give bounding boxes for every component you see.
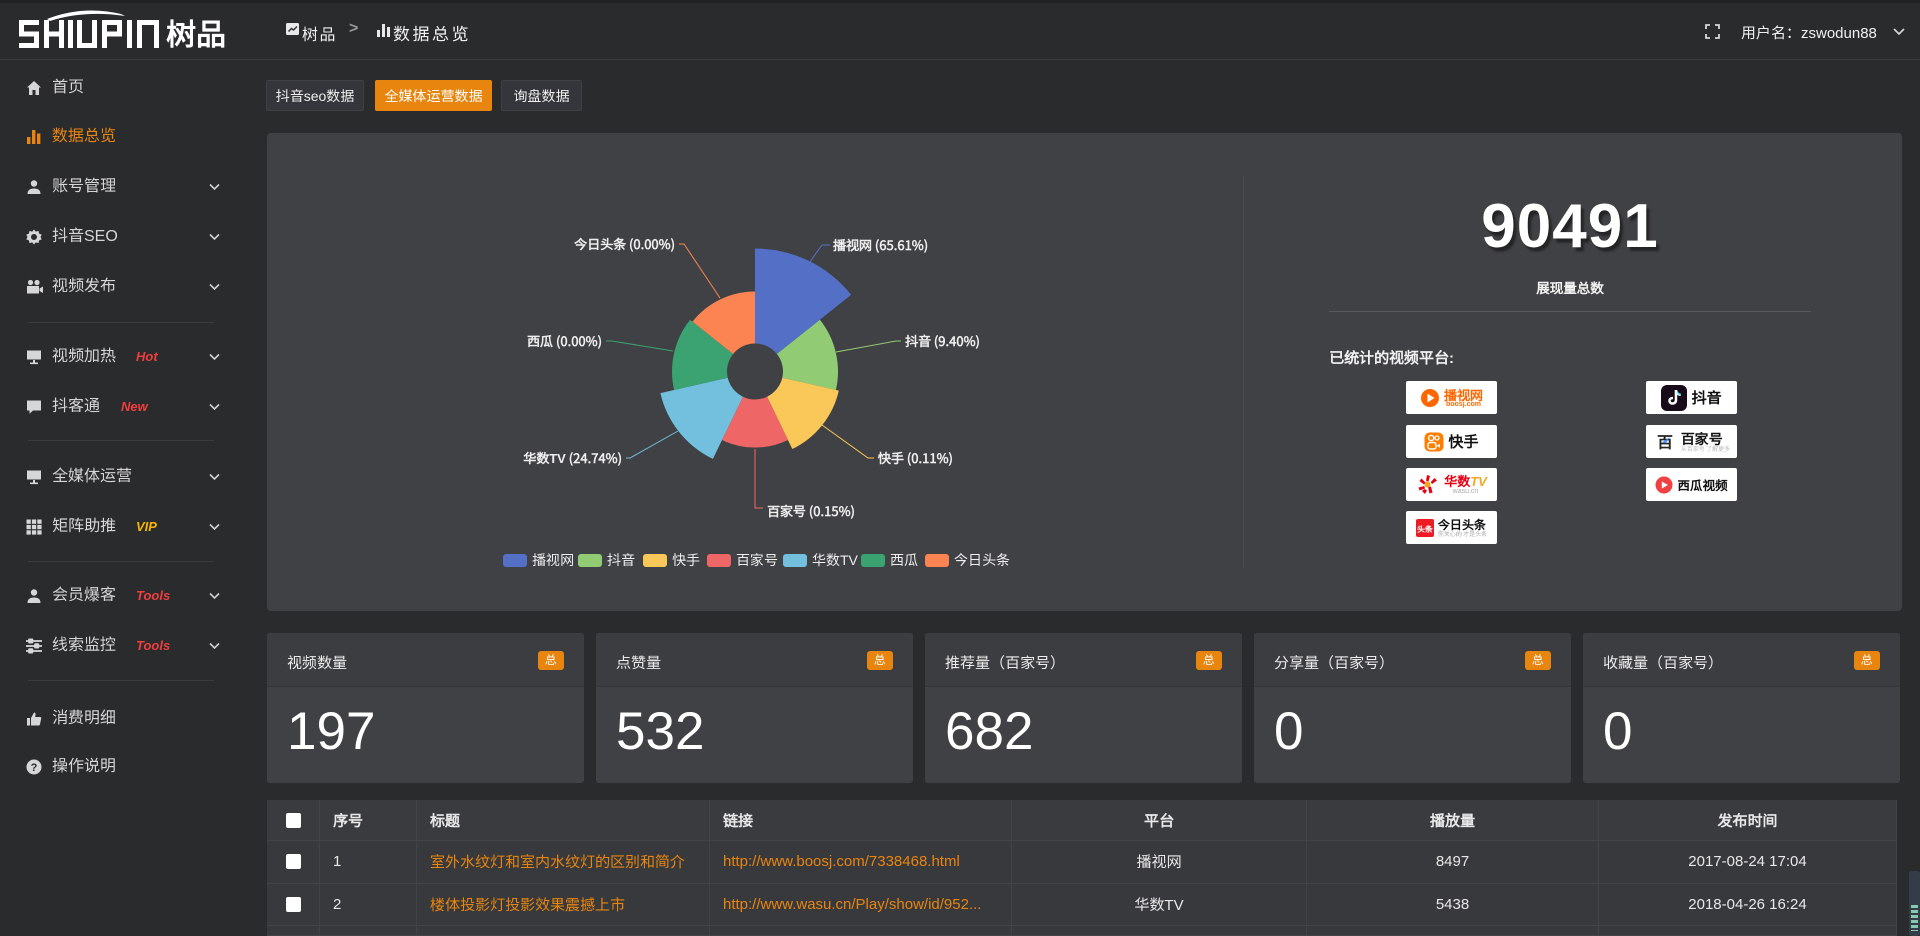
svg-text:头条: 头条 xyxy=(1417,524,1433,535)
svg-text:树品: 树品 xyxy=(166,10,226,52)
svg-text:快手 (0.11%): 快手 (0.11%) xyxy=(877,448,953,467)
svg-text:华数TV: 华数TV xyxy=(812,550,859,570)
svg-text:播视网 (65.61%): 播视网 (65.61%) xyxy=(832,235,928,254)
svg-text:百家号 (0.15%): 百家号 (0.15%) xyxy=(767,501,855,520)
svg-text:?: ? xyxy=(31,762,38,774)
svg-text:抖音 (9.40%): 抖音 (9.40%) xyxy=(904,331,980,350)
svg-text:华数TV (24.74%): 华数TV (24.74%) xyxy=(523,448,622,467)
svg-text:百家号: 百家号 xyxy=(736,550,778,570)
svg-text:快手: 快手 xyxy=(672,550,700,570)
svg-text:今日头条 (0.00%): 今日头条 (0.00%) xyxy=(573,234,675,253)
svg-text:西瓜: 西瓜 xyxy=(890,550,918,570)
svg-text:播视网: 播视网 xyxy=(532,550,574,570)
svg-text:今日头条: 今日头条 xyxy=(954,550,1010,570)
svg-text:抖音: 抖音 xyxy=(607,550,635,570)
svg-text:西瓜 (0.00%): 西瓜 (0.00%) xyxy=(527,331,602,350)
